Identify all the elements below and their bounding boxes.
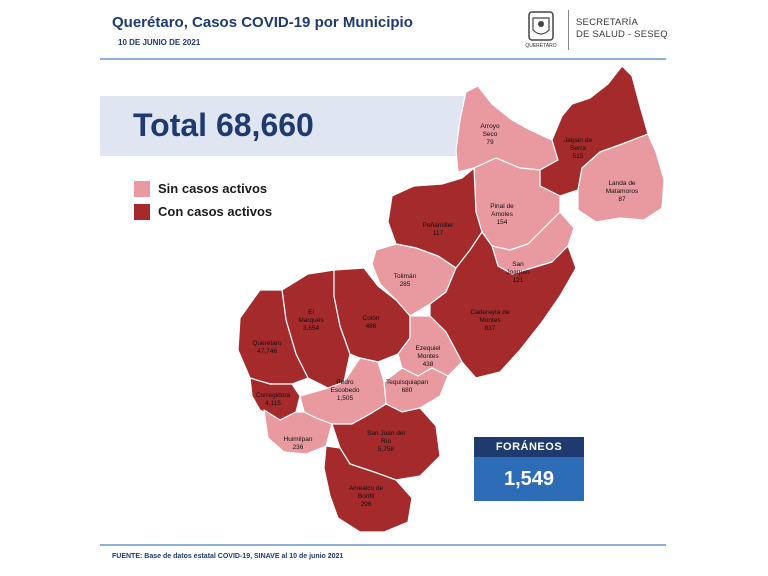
municipality-cases-el-marques: 3,654 <box>303 325 320 332</box>
municipality-name-san-joaquin: San <box>512 261 524 268</box>
header-divider <box>100 58 666 60</box>
municipality-cases-queretaro: 47,746 <box>257 348 277 355</box>
total-cases: Total 68,660 <box>133 107 314 143</box>
municipality-name-jalpan-de-serra: Jalpan de <box>564 137 593 144</box>
legend-swatch-active <box>134 204 150 220</box>
municipality-cases-pinal-de-amoles: 154 <box>497 219 508 226</box>
municipality-name-san-juan-del-rio: San Juan del <box>367 430 406 437</box>
footer-divider <box>100 544 666 546</box>
municipality-cases-toliman: 285 <box>400 281 411 288</box>
municipality-cases-corregidora: 4,115 <box>265 400 281 407</box>
department-line-2: DE SALUD - SESEQ <box>576 29 668 40</box>
municipality-name-arroyo-seco: Seco <box>483 131 498 138</box>
municipality-name-san-joaquin: Joaquín <box>506 269 530 276</box>
municipality-name-cadereyta-de-montes: Montes <box>479 317 501 324</box>
municipality-name-arroyo-seco: Arroyo <box>480 123 500 130</box>
municipality-name-amealco-de-bonfil: Amealco de <box>349 485 384 492</box>
logo-caption: QUERÉTARO <box>525 43 557 49</box>
municipality-cases-ezequiel-montes: 438 <box>423 361 434 368</box>
department-line-1: SECRETARÍA <box>576 17 639 28</box>
municipality-cases-jalpan-de-serra: 515 <box>573 153 584 160</box>
source-footer: FUENTE: Base de datos estatal COVID-19, … <box>112 553 344 560</box>
municipality-cases-tequisquiapan: 680 <box>402 387 413 394</box>
municipality-queretaro <box>237 289 309 385</box>
municipality-cases-penamiller: 117 <box>433 230 444 237</box>
municipality-cases-san-juan-del-rio: 5,758 <box>378 446 395 453</box>
municipality-arroyo-seco <box>455 85 559 173</box>
municipality-name-pinal-de-amoles: Amoles <box>491 211 513 218</box>
report-date: 10 DE JUNIO DE 2021 <box>118 38 201 47</box>
municipality-name-ezequiel-montes: Montes <box>417 353 439 360</box>
legend-label-active: Con casos activos <box>158 204 273 219</box>
foraneos-value: 1,549 <box>474 457 584 501</box>
municipality-name-amealco-de-bonfil: Bonfil <box>358 493 375 500</box>
state-seal-logo <box>520 10 562 54</box>
municipality-name-el-marques: El <box>308 309 314 316</box>
municipality-name-tequisquiapan: Tequisquiapan <box>386 379 428 386</box>
municipality-cases-huimilpan: 236 <box>293 444 304 451</box>
municipality-cases-cadereyta-de-montes: 837 <box>485 325 496 332</box>
municipality-name-ezequiel-montes: Ezequiel <box>416 345 441 352</box>
municipality-tequisquiapan <box>383 367 449 413</box>
logo-divider <box>568 10 569 50</box>
municipality-name-queretaro: Querétaro <box>252 340 282 347</box>
municipality-amealco-de-bonfil <box>323 445 413 533</box>
municipality-name-jalpan-de-serra: Serra <box>570 145 586 152</box>
total-banner <box>100 96 466 156</box>
municipality-name-huimilpan: Huimilpan <box>284 436 313 443</box>
municipality-name-pinal-de-amoles: Pinal de <box>490 203 514 210</box>
municipality-name-landa-de-matamoros: Matamoros <box>606 188 639 195</box>
municipality-landa-de-matamoros <box>577 133 665 223</box>
municipality-name-penamiller: Peñamiller <box>423 222 455 229</box>
municipality-cases-pedro-escobedo: 1,505 <box>337 395 354 402</box>
department-name: SECRETARÍA DE SALUD - SESEQ <box>576 17 668 41</box>
municipality-name-landa-de-matamoros: Landa de <box>608 180 635 187</box>
municipality-cases-san-joaquin: 121 <box>513 277 524 284</box>
municipality-cases-landa-de-matamoros: 87 <box>618 196 626 203</box>
municipality-name-toliman: Tolimán <box>394 273 417 280</box>
municipality-cases-amealco-de-bonfil: 296 <box>361 501 372 508</box>
page-title: Querétaro, Casos COVID-19 por Municipio <box>112 14 413 31</box>
foraneos-title: FORÁNEOS <box>474 437 584 457</box>
legend-swatch-inactive <box>134 181 150 197</box>
municipality-cases-colon: 486 <box>366 323 377 330</box>
municipality-name-colon: Colón <box>363 315 380 322</box>
municipality-name-cadereyta-de-montes: Cadereyta de <box>470 309 509 316</box>
municipality-cases-arroyo-seco: 79 <box>486 139 494 146</box>
municipality-name-pedro-escobedo: Pedro <box>336 379 354 386</box>
legend-label-inactive: Sin casos activos <box>158 181 268 196</box>
municipality-name-el-marques: Marqués <box>298 317 324 324</box>
municipality-name-san-juan-del-rio: Río <box>381 438 392 445</box>
municipality-name-pedro-escobedo: Escobedo <box>331 387 360 394</box>
municipality-name-corregidora: Corregidora <box>256 392 291 399</box>
